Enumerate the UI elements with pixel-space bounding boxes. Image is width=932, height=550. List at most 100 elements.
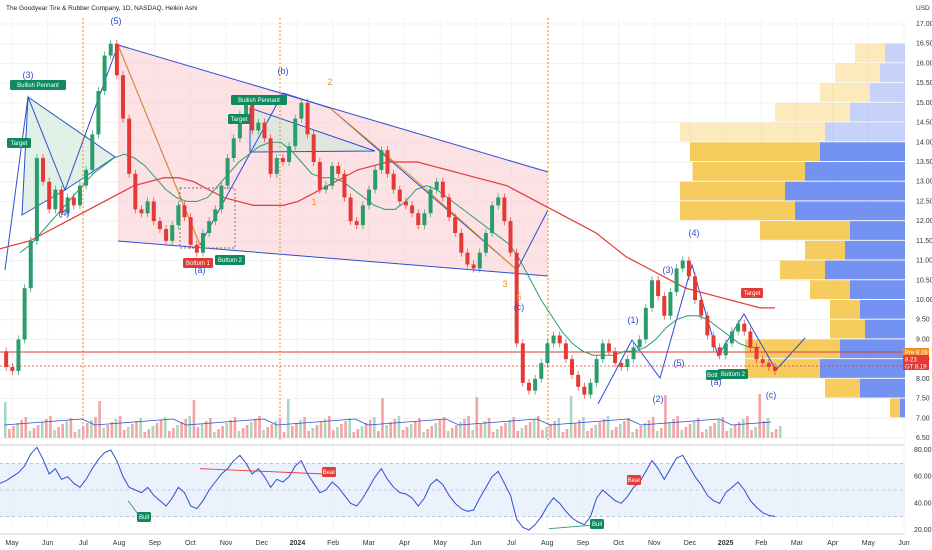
volume-bar [487,418,491,438]
candle-body [440,181,445,198]
volume-bar [516,431,520,438]
time-axis[interactable]: May Jun Jul Aug Sep Oct Nov Dec 2024 Feb Mar Apr May… [0,533,910,547]
candle-body [90,134,95,170]
candle-body [71,197,76,206]
candle-body [656,280,661,297]
volume-bar [233,417,237,438]
price-marker [903,355,929,363]
candle-body [194,244,199,253]
volume-bar [401,430,405,438]
volume-bar [122,430,126,438]
volume-bar [553,421,556,438]
price-marker-text: 8.23 [905,358,917,364]
wave-label: (a) [195,265,206,275]
price-series [0,39,777,399]
volume-bar [340,424,343,438]
candle-body [410,205,415,214]
time-tick: Dec [256,540,269,547]
volume-bar [737,422,741,438]
time-tick: May [5,540,19,547]
volume-bar [356,429,360,438]
vp-sell-bar [860,300,905,319]
volume-bar [696,418,700,438]
time-tick: Sep [148,540,161,547]
time-tick: Apr [399,540,411,547]
volume-bar [541,430,544,438]
volume-bar [758,394,761,438]
candle-body [34,158,39,241]
volume-bar [680,430,684,438]
volume-bar [491,432,495,438]
candle-body [705,315,710,336]
rsi-divergence-bull-2 [548,524,599,530]
time-tick: 2025 [718,540,734,547]
volume-bar [307,431,310,438]
volume-bar [651,417,655,438]
candle-body [133,173,138,210]
volume-bar [569,396,573,438]
volume-bar [418,418,421,438]
volume-bar [4,402,7,438]
volume-bar [311,428,315,438]
pattern-tag-text: Bottom 2 [721,372,746,378]
volume-bar [45,419,48,438]
pattern-tag [7,138,31,148]
rsi-tick: 20.00 [914,527,932,534]
volume-bar [688,424,692,438]
candle-body [736,323,741,332]
price-axis[interactable]: 17.00 16.50 16.00 15.50 15.00 14.50 14.00 13.50… [903,21,932,534]
candle-body [773,367,777,371]
candle-body [22,288,27,340]
candle-body [10,367,15,371]
volume-bar [241,428,245,438]
rsi-tick: 40.00 [914,500,932,507]
volume-bar [291,426,294,438]
candle-body [397,189,402,202]
candle-body [256,122,261,131]
candle-body [668,292,673,316]
volume-bar [409,424,413,438]
falling-wedge [118,45,548,276]
wave-label: (c) [514,302,525,312]
candle-body [176,205,181,226]
candle-body [699,300,704,316]
volume-bar [635,429,638,438]
pattern-tag-text: Bullish Pennant [238,98,280,104]
vp-buy-bar [745,359,820,378]
volume-bar [578,420,581,438]
candle-body [674,268,679,293]
price-marker-text: Pre 8.26 [905,351,928,357]
volume-bar [766,418,770,438]
candle-body [551,335,556,344]
volume-bar [692,421,696,438]
volume-bar [24,417,28,438]
candle-body [619,363,624,368]
volume-bar [319,422,323,438]
candle-body [348,197,353,222]
volume-bar [352,432,356,438]
candle-body [28,240,33,289]
vp-sell-bar [860,378,905,398]
volume-bar [323,419,327,438]
volume-bar [500,426,503,438]
vp-sell-bar [840,339,905,359]
price-tick: 14.50 [916,120,932,127]
volume-bar [213,432,216,438]
volume-bar [106,425,110,438]
volume-bar [20,420,23,438]
vp-buy-bar [760,221,850,240]
volume-bar [606,416,610,438]
candle-body [336,165,341,174]
price-marker [903,362,929,370]
candle-body [157,221,162,230]
candle-body [748,331,753,348]
volume-bar [778,426,782,438]
pattern-tag-text: Bull [139,515,149,521]
price-tick: 11.50 [916,238,932,245]
candle-body [164,229,169,241]
time-tick: Sep [577,540,590,547]
volume-bar [295,423,298,438]
wave-label: (c) [766,390,777,400]
candle-body [231,138,236,159]
vp-sell-bar [880,63,905,83]
